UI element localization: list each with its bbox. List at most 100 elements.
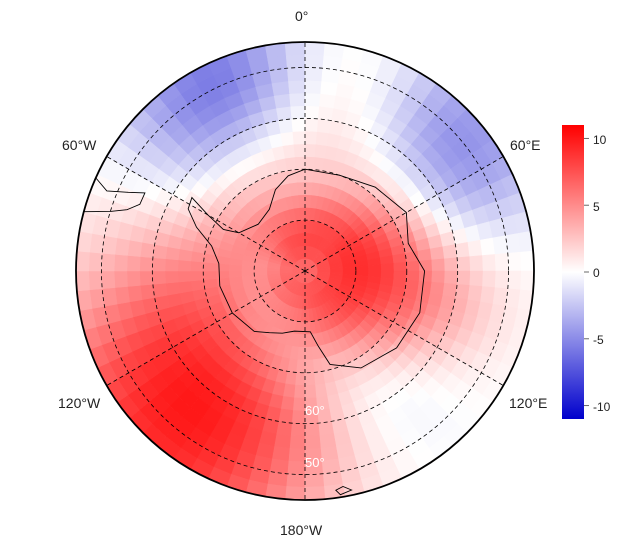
field-cell xyxy=(480,286,496,305)
field-cell xyxy=(404,250,420,263)
colorbar-tick-5: 5 xyxy=(593,200,600,214)
field-cell xyxy=(492,235,509,255)
field-cell xyxy=(271,80,290,96)
field-cell xyxy=(318,105,335,121)
field-cell xyxy=(152,282,168,298)
field-cell xyxy=(241,270,255,277)
field-cell xyxy=(304,435,321,450)
field-cell xyxy=(190,260,204,272)
field-cell xyxy=(139,241,155,258)
field-cell xyxy=(275,105,292,121)
field-cell xyxy=(304,54,325,69)
field-cell xyxy=(304,143,317,158)
field-cell xyxy=(284,156,297,172)
field-cell xyxy=(190,270,204,282)
field-cell xyxy=(286,67,306,82)
field-cell xyxy=(406,260,420,272)
field-cell xyxy=(304,422,320,437)
field-cell xyxy=(355,265,369,272)
field-cell xyxy=(320,80,339,96)
field-cell xyxy=(177,259,192,272)
field-cell xyxy=(321,67,341,84)
colorbar-tick-10: 10 xyxy=(593,133,607,147)
field-cell xyxy=(304,321,311,335)
field-cell xyxy=(88,251,103,272)
field-cell xyxy=(316,118,332,134)
field-cell xyxy=(113,270,128,288)
island-coastline xyxy=(335,486,353,496)
field-cell xyxy=(304,486,326,500)
field-cell xyxy=(393,261,408,272)
field-cell xyxy=(294,156,306,170)
field-cell xyxy=(296,181,306,196)
colorbar xyxy=(562,125,589,419)
field-cell xyxy=(304,156,316,170)
field-cell xyxy=(469,270,484,287)
field-cell xyxy=(456,270,471,286)
field-cell xyxy=(304,42,326,56)
field-cell xyxy=(442,244,458,260)
field-cell xyxy=(520,270,534,292)
lon-label-60e: 60°E xyxy=(510,137,541,153)
field-cell xyxy=(291,118,306,132)
field-cell xyxy=(76,249,78,272)
field-cell xyxy=(280,131,295,146)
field-cell xyxy=(273,433,291,449)
lon-label-180w: 180°W xyxy=(280,522,323,538)
field-cell xyxy=(295,359,306,374)
field-cell xyxy=(152,270,166,285)
field-cell xyxy=(298,194,306,208)
field-cell xyxy=(304,79,322,94)
field-cell xyxy=(482,270,497,288)
field-cell xyxy=(304,498,327,500)
latitude-circle xyxy=(151,117,459,425)
field-cell xyxy=(290,422,306,437)
field-cell xyxy=(127,239,143,257)
field-cell xyxy=(228,270,242,278)
field-cell xyxy=(431,258,446,272)
field-cell xyxy=(467,239,483,257)
field-cell xyxy=(284,42,306,56)
graticule xyxy=(101,42,509,500)
field-cell xyxy=(469,255,484,272)
field-cell xyxy=(319,93,337,109)
field-cell xyxy=(139,270,154,286)
field-cell xyxy=(319,433,337,449)
field-cell xyxy=(126,255,141,272)
colorbar-tick-0: 0 xyxy=(593,266,600,280)
field-cell xyxy=(177,280,193,294)
field-cell xyxy=(304,359,315,374)
field-cell xyxy=(271,446,290,462)
field-cell xyxy=(286,460,306,475)
field-cell xyxy=(380,262,395,272)
field-cell xyxy=(139,256,154,272)
field-cell xyxy=(314,383,328,399)
field-cell xyxy=(292,397,306,412)
field-cell xyxy=(368,264,382,272)
field-cell xyxy=(304,372,316,386)
field-cell xyxy=(278,408,294,424)
field-cell xyxy=(291,410,306,424)
lon-label-120e: 120°E xyxy=(509,395,548,411)
colorbar-tick-neg5: -5 xyxy=(593,333,604,347)
field-cell xyxy=(444,270,458,285)
field-cell xyxy=(275,421,292,437)
field-cell xyxy=(152,257,166,272)
field-cell xyxy=(304,67,324,82)
field-cell xyxy=(290,105,306,120)
field-cell xyxy=(288,448,306,463)
field-cell xyxy=(418,270,433,283)
field-cell xyxy=(318,421,335,437)
field-cell xyxy=(520,250,534,272)
lon-label-0: 0° xyxy=(295,8,309,24)
field-cell xyxy=(304,168,315,183)
field-cell xyxy=(164,258,179,272)
field-cell xyxy=(494,252,509,272)
field-cell xyxy=(304,384,317,399)
field-cell xyxy=(283,498,306,500)
field-cell xyxy=(177,270,192,283)
field-cell xyxy=(532,270,534,293)
colorbar-tick-neg10: -10 xyxy=(593,400,611,414)
meridian-line xyxy=(304,156,504,272)
field-cell xyxy=(304,473,325,488)
